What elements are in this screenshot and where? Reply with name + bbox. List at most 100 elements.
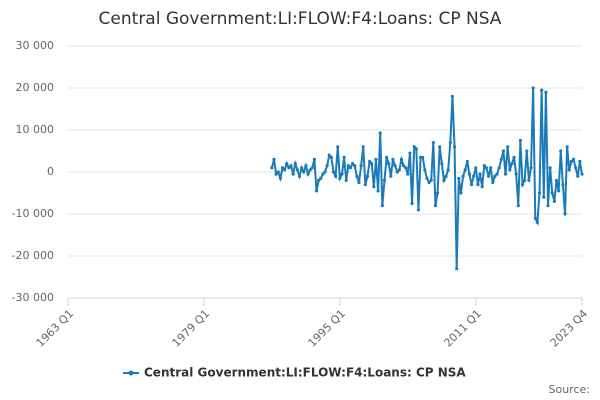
data-point [489,166,493,170]
data-point [508,168,512,172]
data-point [393,164,397,168]
source: Source: [549,383,591,396]
data-point [529,166,533,170]
data-point [514,172,518,176]
data-point [510,162,514,166]
data-point [452,145,457,149]
data-point [384,155,389,159]
data-point [429,178,433,182]
data-point [467,172,472,176]
data-point [435,191,440,195]
data-point [331,170,336,174]
data-point [544,90,548,94]
data-point [497,166,501,170]
data-point [503,172,508,176]
data-point [319,176,323,180]
data-point [334,174,338,178]
data-point [295,168,299,172]
data-point [421,155,425,159]
data-point [446,168,450,172]
y-tick-label: -30 000 [12,291,54,304]
data-point [525,149,529,153]
data-point [372,185,376,189]
data-point [287,166,291,170]
data-point [540,88,544,92]
data-point [297,174,302,178]
data-point [469,183,474,187]
data-point [476,183,480,187]
data-point [351,162,355,166]
data-point [325,164,329,168]
data-point [484,166,489,170]
data-point [310,166,314,170]
data-point [353,164,357,168]
data-point [501,149,506,153]
data-point [559,149,563,153]
data-point [410,201,414,206]
data-point [578,159,582,164]
data-point [518,138,523,143]
chart-title: Central Government:LI:FLOW:F4:Loans: CP … [99,9,502,29]
data-point [542,195,546,199]
data-point [317,178,321,182]
data-point [414,147,418,151]
data-point [569,159,573,164]
data-point [557,189,561,193]
x-tick-label: 1963 Q1 [34,307,77,350]
data-point [537,191,542,195]
data-point [399,157,404,161]
data-point [348,166,353,170]
data-point [361,145,365,149]
data-point [448,141,452,145]
data-point [506,145,510,149]
data-point [336,145,340,149]
legend-label: Central Government:LI:FLOW:F4:Loans: CP … [144,366,466,380]
data-point [457,176,461,180]
data-point [404,166,408,170]
data-point [450,94,455,98]
data-point [520,183,525,187]
data-point [533,216,537,220]
data-point [440,162,444,166]
data-point [285,162,289,166]
data-point [397,168,401,172]
data-point [480,185,484,189]
data-point [391,157,395,161]
data-point [306,172,310,176]
data-point [363,183,367,187]
x-tick-label: 2023 Q4 [548,307,591,350]
x-tick-label: 1979 Q1 [170,307,213,350]
data-point [321,172,325,176]
data-point [314,189,319,193]
data-point [571,157,576,161]
data-point [465,159,469,164]
data-point [431,141,435,145]
data-point [574,166,578,170]
data-point [357,180,361,185]
data-point [472,174,476,178]
data-point [359,164,363,168]
data-point [342,155,346,159]
data-point [408,151,412,155]
data-point [455,267,459,271]
data-point [427,180,431,185]
y-tick-label: 0 [47,165,54,178]
data-point [370,162,374,166]
data-point [380,204,384,208]
data-point [567,168,571,172]
data-point [580,172,584,176]
data-point [438,145,442,149]
x-tick-label: 1995 Q1 [306,307,349,350]
data-point [486,174,491,178]
data-point [433,204,438,208]
data-point [327,153,331,157]
data-point [389,174,393,178]
data-point [340,172,344,176]
data-point [552,199,556,203]
data-point [291,172,295,176]
data-point [376,189,380,193]
data-point [329,155,333,159]
data-point [459,191,463,195]
data-point [474,166,478,170]
data-point [395,170,399,174]
